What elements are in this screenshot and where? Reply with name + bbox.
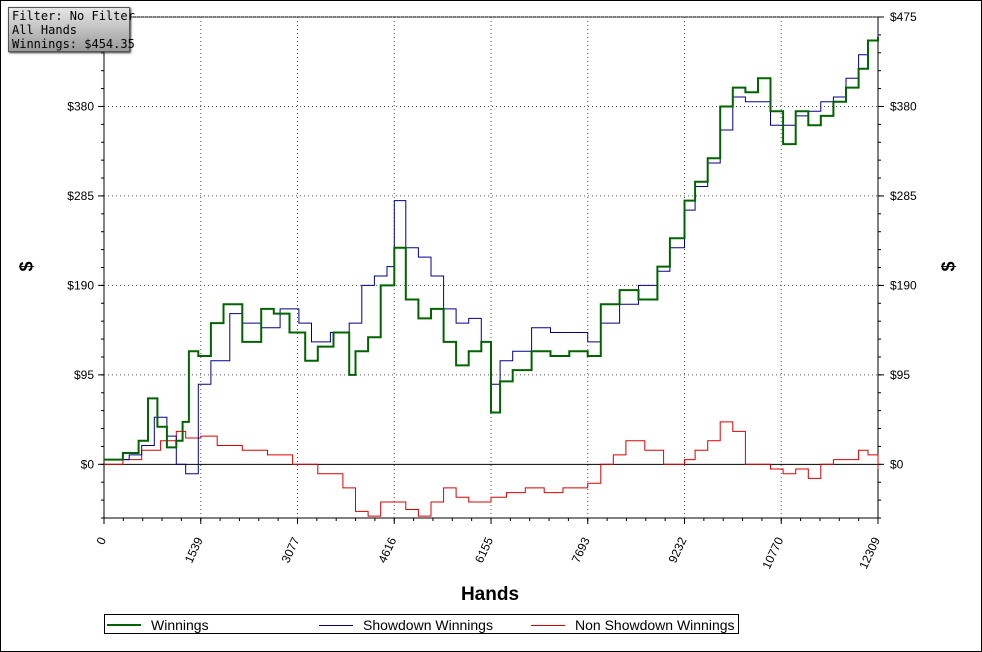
y-axis-title-left: $ [16, 261, 37, 272]
legend-label-non-showdown: Non Showdown Winnings [575, 617, 735, 633]
x-tick-label: 9232 [666, 535, 690, 565]
y-tick-label-left: $190 [67, 278, 94, 292]
hands-label: All Hands [12, 23, 78, 37]
plot-area [103, 16, 879, 519]
winnings-total: Winnings: $454.35 [12, 37, 135, 51]
legend-label-winnings: Winnings [151, 617, 209, 633]
x-tick-label: 4616 [375, 535, 399, 565]
y-tick-label-left: $380 [67, 99, 94, 113]
x-tick-label: 1539 [182, 535, 206, 565]
series-line-winnings [104, 36, 879, 461]
y-tick-label-right: $380 [890, 99, 917, 113]
y-tick-label-right: $475 [890, 10, 917, 24]
y-tick-label-right: $285 [890, 189, 917, 203]
legend-label-showdown: Showdown Winnings [363, 617, 493, 633]
y-tick-label-right: $0 [890, 457, 904, 471]
x-tick-label: 6155 [472, 535, 496, 565]
series-line-non-showdown-winnings [104, 421, 879, 517]
x-tick-label: 0 [94, 535, 110, 547]
x-tick-label: 10770 [759, 535, 786, 571]
y-tick-label-left: $285 [67, 189, 94, 203]
filter-label: Filter: No Filter [12, 9, 135, 23]
y-tick-label-right: $95 [890, 368, 910, 382]
filter-info-box: Filter: No Filter All Hands Winnings: $4… [8, 7, 135, 52]
y-tick-label-right: $190 [890, 278, 917, 292]
x-tick-label: 12309 [856, 535, 883, 571]
y-axis-title-right: $ [938, 261, 959, 272]
legend-swatch-winnings [107, 624, 141, 626]
legend-swatch-showdown [319, 625, 353, 626]
y-tick-label-left: $95 [74, 368, 94, 382]
x-tick-label: 7693 [569, 535, 593, 565]
x-axis-title: Hands [460, 584, 520, 605]
x-tick-label: 3077 [279, 535, 303, 565]
legend: Winnings Showdown Winnings Non Showdown … [104, 614, 739, 634]
y-tick-label-left: $0 [81, 457, 95, 471]
legend-swatch-non-showdown [531, 625, 565, 626]
